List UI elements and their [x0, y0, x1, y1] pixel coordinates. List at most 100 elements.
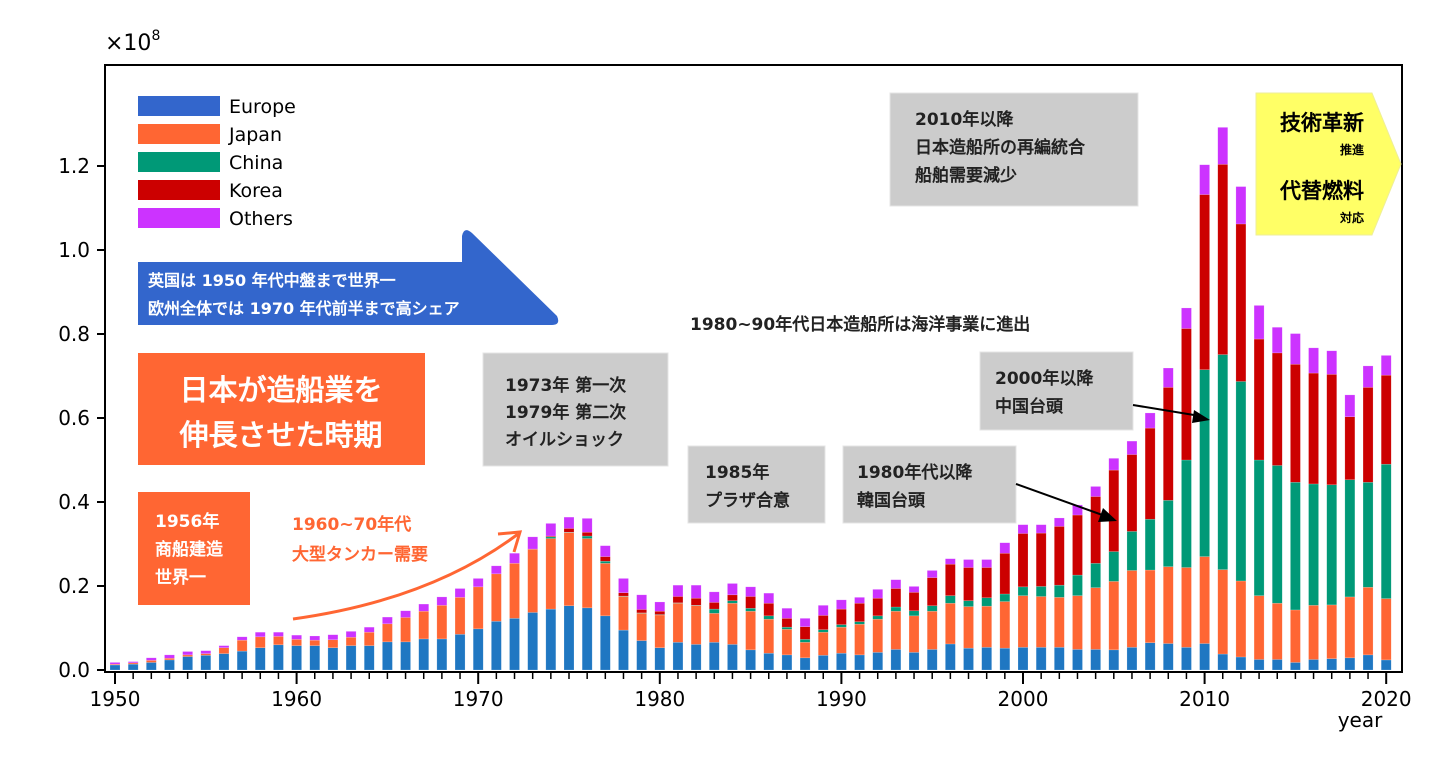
bar-segment-japan-2020: [1381, 599, 1391, 660]
bar-1988: [800, 618, 810, 670]
y-tick-label: 1.2: [58, 154, 90, 178]
x-tick-label: 1980: [634, 687, 685, 711]
bar-segment-others-1998: [982, 560, 992, 568]
bar-2000: [1018, 525, 1028, 670]
bar-segment-others-1953: [164, 655, 174, 658]
bar-1962: [328, 635, 338, 670]
bar-segment-others-2002: [1054, 518, 1064, 526]
bar-1980: [655, 602, 665, 670]
svg-text:代替燃料: 代替燃料: [1279, 179, 1364, 203]
bar-2018: [1345, 395, 1355, 670]
bar-segment-china-1976: [582, 536, 592, 539]
bar-segment-europe-1983: [709, 642, 719, 670]
bar-segment-europe-1970: [473, 629, 483, 670]
bar-1963: [346, 631, 356, 670]
bar-segment-china-2013: [1254, 460, 1264, 596]
bar-segment-japan-2015: [1290, 610, 1300, 663]
bar-segment-korea-2004: [1091, 497, 1101, 564]
bar-segment-japan-1971: [491, 574, 501, 621]
bar-segment-europe-1974: [546, 609, 556, 670]
bar-segment-japan-2018: [1345, 597, 1355, 658]
bar-segment-japan-1981: [673, 603, 683, 642]
bar-segment-others-1964: [364, 627, 374, 632]
bar-segment-japan-2016: [1309, 605, 1319, 659]
bar-segment-others-1955: [201, 651, 211, 654]
bar-1970: [473, 578, 483, 670]
annotation-offshore: 1980~90年代日本造船所は海洋事業に進出: [690, 314, 1030, 335]
bar-segment-europe-2004: [1091, 649, 1101, 670]
bar-segment-japan-2002: [1054, 597, 1064, 647]
bar-segment-korea-2014: [1272, 353, 1282, 466]
bar-segment-europe-1954: [183, 657, 193, 670]
svg-text:世界一: 世界一: [155, 568, 206, 588]
bar-segment-europe-2016: [1309, 660, 1319, 671]
bar-segment-japan-2006: [1127, 570, 1137, 647]
bar-segment-japan-1965: [382, 624, 392, 642]
bar-segment-japan-1969: [455, 597, 465, 634]
legend-label-china: China: [229, 152, 283, 174]
bar-segment-korea-2003: [1072, 515, 1082, 575]
bar-segment-europe-2002: [1054, 647, 1064, 670]
annotation-plaza: 1985年 プラザ合意: [688, 446, 825, 523]
bar-1990: [836, 600, 846, 670]
bar-segment-japan-1954: [183, 655, 193, 657]
bar-segment-others-2018: [1345, 395, 1355, 417]
bar-1960: [292, 635, 302, 670]
bar-2006: [1127, 441, 1137, 670]
bar-1987: [782, 608, 792, 670]
bar-segment-europe-2017: [1327, 659, 1337, 670]
bar-segment-europe-1965: [382, 642, 392, 670]
bar-segment-japan-1978: [618, 597, 628, 631]
bar-segment-korea-2001: [1036, 533, 1046, 586]
bar-segment-europe-1986: [764, 653, 774, 670]
bar-segment-europe-1959: [273, 645, 283, 670]
legend-swatch-korea: [138, 180, 220, 200]
bar-segment-others-1975: [564, 517, 574, 528]
bar-segment-europe-1976: [582, 608, 592, 670]
bar-segment-korea-2017: [1327, 374, 1337, 484]
svg-text:1960~70年代: 1960~70年代: [292, 514, 411, 535]
bar-segment-europe-1992: [873, 652, 883, 670]
bar-1985: [746, 587, 756, 670]
bar-segment-china-1994: [909, 611, 919, 616]
bar-segment-europe-1995: [927, 649, 937, 670]
bar-segment-others-1997: [964, 560, 974, 568]
bar-segment-japan-1990: [836, 627, 846, 653]
annotation-tanker: 1960~70年代 大型タンカー需要: [292, 514, 520, 619]
bar-segment-others-2020: [1381, 355, 1391, 375]
legend-label-others: Others: [229, 208, 293, 230]
bar-segment-korea-1994: [909, 592, 919, 610]
annotation-future: 技術革新 推進 代替燃料 対応: [1256, 93, 1401, 235]
bar-segment-china-1996: [945, 596, 955, 604]
bar-segment-china-2018: [1345, 480, 1355, 597]
x-tick-label: 1960: [271, 687, 322, 711]
bar-segment-korea-1980: [655, 611, 665, 614]
bar-1978: [618, 578, 628, 670]
bar-segment-china-2020: [1381, 464, 1391, 598]
bar-segment-europe-1952: [146, 662, 156, 670]
svg-text:2000年以降: 2000年以降: [995, 368, 1094, 389]
legend-swatch-others: [138, 208, 220, 228]
bar-segment-china-2006: [1127, 531, 1137, 570]
bar-1953: [164, 655, 174, 670]
bar-segment-europe-1960: [292, 646, 302, 670]
bar-1986: [764, 593, 774, 670]
bar-segment-others-1989: [818, 605, 828, 615]
bar-segment-europe-1969: [455, 634, 465, 670]
bar-segment-europe-1953: [164, 660, 174, 670]
bar-segment-others-2013: [1254, 305, 1264, 339]
bar-segment-europe-2008: [1163, 644, 1173, 670]
bar-1983: [709, 592, 719, 670]
bar-segment-japan-2005: [1109, 581, 1119, 649]
bar-1967: [419, 604, 429, 670]
x-axis-label: year: [1338, 708, 1383, 732]
bar-segment-europe-1981: [673, 642, 683, 670]
bar-segment-japan-2011: [1218, 570, 1228, 654]
bar-segment-japan-1952: [146, 660, 156, 662]
bar-segment-korea-1978: [618, 593, 628, 596]
bar-segment-europe-1987: [782, 655, 792, 670]
bar-segment-korea-2016: [1309, 373, 1319, 484]
bar-segment-japan-1984: [727, 603, 737, 644]
bar-2009: [1181, 308, 1191, 670]
bar-segment-others-1979: [637, 595, 647, 610]
